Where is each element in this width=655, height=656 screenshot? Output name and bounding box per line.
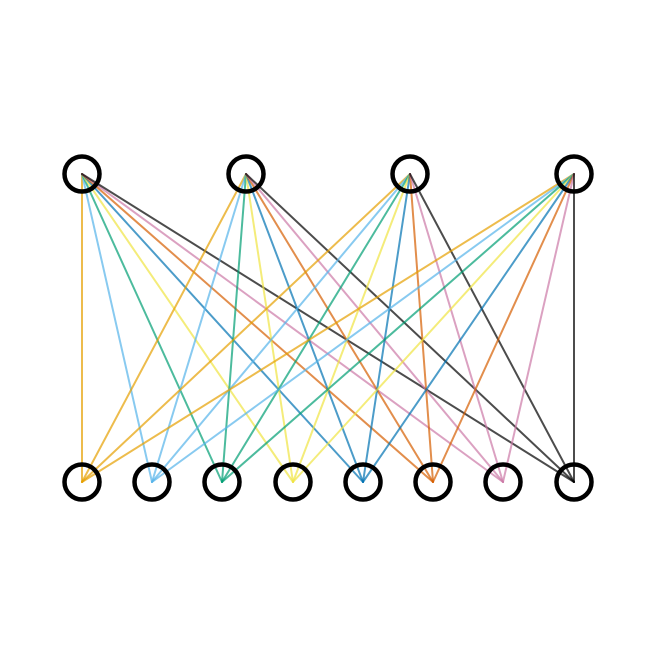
edge-top-2-bottom-4 xyxy=(245,173,294,483)
edge-top-4-bottom-2 xyxy=(151,173,575,483)
bottom-node-6 xyxy=(413,462,453,502)
edge-top-2-bottom-1 xyxy=(81,173,247,483)
edge-top-1-bottom-7 xyxy=(81,173,504,483)
edge-top-2-bottom-2 xyxy=(151,173,247,483)
edge-top-3-bottom-7 xyxy=(409,173,504,483)
edge-top-1-bottom-6 xyxy=(81,173,434,483)
bottom-node-8 xyxy=(554,462,594,502)
edge-top-2-bottom-6 xyxy=(245,173,434,483)
edge-top-3-bottom-2 xyxy=(151,173,411,483)
edge-top-3-bottom-1 xyxy=(81,173,411,483)
edge-top-4-bottom-1 xyxy=(81,173,575,483)
edge-top-3-bottom-6 xyxy=(409,173,434,483)
edge-top-1-bottom-4 xyxy=(81,173,294,483)
edge-top-3-bottom-8 xyxy=(409,173,575,483)
bottom-node-5 xyxy=(343,462,383,502)
edge-layer xyxy=(81,173,575,483)
edge-top-4-bottom-4 xyxy=(292,173,575,483)
bottom-node-3 xyxy=(202,462,242,502)
top-node-3 xyxy=(390,154,430,194)
bottom-node-2 xyxy=(132,462,172,502)
edge-top-2-bottom-3 xyxy=(221,173,247,483)
edge-top-3-bottom-5 xyxy=(362,173,411,483)
top-node-1 xyxy=(62,154,102,194)
edge-top-1-bottom-2 xyxy=(81,173,153,483)
node-layer xyxy=(62,154,594,502)
bottom-node-4 xyxy=(273,462,313,502)
edge-top-4-bottom-5 xyxy=(362,173,575,483)
bottom-node-1 xyxy=(62,462,102,502)
edge-top-2-bottom-7 xyxy=(245,173,504,483)
edge-top-2-bottom-8 xyxy=(245,173,575,483)
edge-top-2-bottom-5 xyxy=(245,173,364,483)
edge-top-4-bottom-6 xyxy=(432,173,575,483)
edge-top-3-bottom-3 xyxy=(221,173,411,483)
bottom-node-7 xyxy=(483,462,523,502)
top-node-2 xyxy=(226,154,266,194)
edge-top-3-bottom-4 xyxy=(292,173,411,483)
edge-top-1-bottom-3 xyxy=(81,173,223,483)
edge-top-4-bottom-7 xyxy=(502,173,575,483)
edge-top-4-bottom-3 xyxy=(221,173,575,483)
top-node-4 xyxy=(554,154,594,194)
edge-top-1-bottom-5 xyxy=(81,173,364,483)
